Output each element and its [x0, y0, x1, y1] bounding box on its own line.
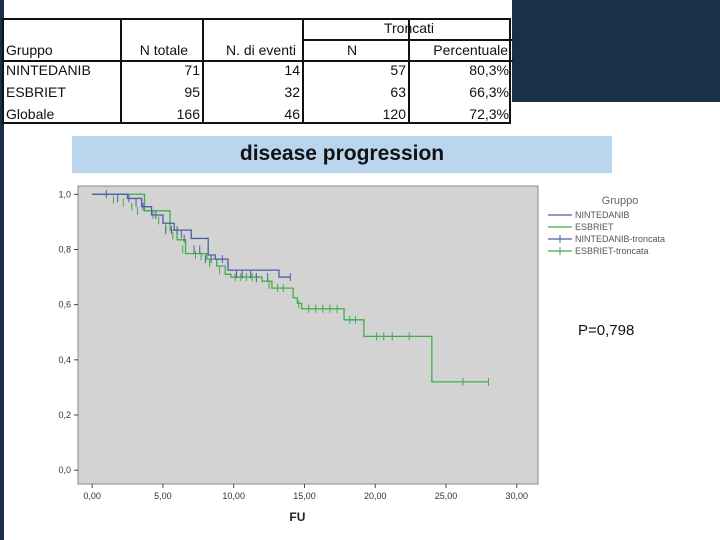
cell-esbriet-pct: 66,3%: [469, 84, 509, 100]
x-tick-label: 10,00: [222, 491, 245, 501]
x-tick-label: 30,00: [506, 491, 529, 501]
cell-global-n: 120: [382, 106, 406, 122]
x-tick-label: 15,00: [293, 491, 316, 501]
cell-global-events: 46: [284, 106, 300, 122]
row-label-nintedanib: NINTEDANIB: [6, 62, 91, 78]
cell-nintedanib-n: 57: [390, 62, 406, 78]
y-tick-label: 0,4: [58, 355, 71, 365]
cell-nintedanib-pct: 80,3%: [469, 62, 509, 78]
x-tick-label: 0,00: [83, 491, 101, 501]
cell-esbriet-n-total: 95: [184, 84, 200, 100]
x-tick-label: 5,00: [154, 491, 172, 501]
series-line-esbriet: [92, 193, 489, 383]
left-accent-stripe: [0, 0, 4, 540]
legend-title: Gruppo: [602, 195, 639, 207]
x-tick-label: 25,00: [435, 491, 458, 501]
x-tick-label: 20,00: [364, 491, 387, 501]
col-header-n: N: [346, 42, 358, 58]
col-header-events: N. di eventi: [225, 42, 296, 58]
cell-nintedanib-n-total: 71: [184, 62, 200, 78]
cell-nintedanib-events: 14: [284, 62, 300, 78]
legend-label: NINTEDANIB-troncata: [575, 234, 665, 244]
kaplan-meier-chart: 0,0 0,2 0,4 0,6 0,8 1,0 0,00 5,00 10,00 15,00 20,0…: [58, 185, 665, 524]
col-header-group: Gruppo: [6, 42, 53, 58]
cell-esbriet-events: 32: [284, 84, 300, 100]
col-header-percentage: Percentuale: [433, 42, 508, 58]
y-tick-label: 0,2: [58, 410, 71, 420]
cell-global-pct: 72,3%: [469, 106, 509, 122]
y-tick-label: 0,6: [58, 300, 71, 310]
dark-corner-panel: [512, 0, 720, 102]
legend-label: ESBRIET-troncata: [575, 246, 649, 256]
p-value-label: P=0,798: [578, 322, 635, 339]
chart-title: disease progression: [239, 142, 445, 165]
y-tick-label: 0,0: [58, 465, 71, 475]
title-banner: disease progression: [72, 136, 612, 173]
summary-table: Troncati Gruppo N totale N. di eventi N …: [2, 18, 513, 124]
x-axis-label: FU: [289, 510, 305, 524]
row-label-esbriet: ESBRIET: [6, 84, 66, 100]
y-tick-label: 1,0: [58, 189, 71, 199]
cell-esbriet-n: 63: [390, 84, 406, 100]
row-label-global: Globale: [6, 106, 55, 122]
plot-area: [77, 185, 539, 485]
legend-label: NINTEDANIB: [575, 210, 630, 220]
cell-global-n-total: 166: [176, 106, 200, 122]
col-header-n-total: N totale: [139, 42, 188, 58]
series-line-nintedanib: [92, 193, 291, 278]
y-tick-label: 0,8: [58, 244, 71, 254]
truncated-group-header: Troncati: [383, 20, 435, 36]
legend-label: ESBRIET: [575, 222, 614, 232]
